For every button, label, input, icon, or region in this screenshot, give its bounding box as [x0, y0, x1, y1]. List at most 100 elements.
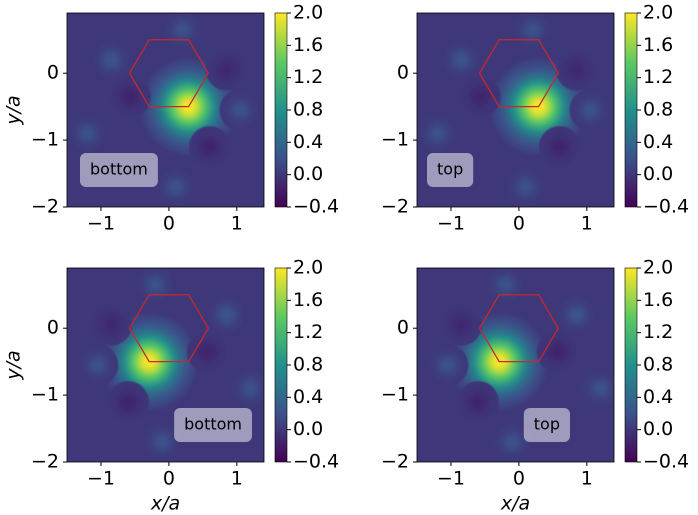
y-tick-label: −1 — [381, 384, 409, 406]
axes-frame — [416, 267, 615, 463]
y-tick-label: −1 — [381, 129, 409, 151]
lobe — [537, 125, 582, 169]
lobe — [578, 366, 614, 411]
annotation-box — [523, 408, 570, 442]
lobe — [439, 303, 483, 347]
lobe — [456, 380, 500, 424]
colorbar-tick-label: 0.4 — [293, 386, 323, 408]
annotation-box — [427, 153, 474, 187]
colorbar-tick-label: 2.0 — [643, 257, 673, 279]
x-axis-label: x/a — [500, 493, 530, 515]
lobe — [439, 38, 483, 82]
colorbar-tick-label: 0.0 — [293, 418, 323, 440]
colorbar-tick-label: 0.8 — [643, 99, 673, 121]
colorbar-tick-label: 2.0 — [293, 2, 323, 24]
axes-frame — [66, 12, 265, 208]
panel: −1 0 1 −2 −1 0 y/a bottom −0.4 0.0 0.4 0.8 1.2 1.6 2.0 — [3, 2, 340, 235]
colorbar-tick-label: 0.8 — [643, 354, 673, 376]
x-tick-label: 0 — [163, 213, 175, 235]
colorbar-tick-label: 0.4 — [643, 131, 673, 153]
colorbar-tick-label: 1.2 — [293, 66, 323, 88]
panel: −1 0 1 −2 −1 0 x/a y/a bottom −0.4 0.0 0.4 0.8 1.2 1.6… — [3, 257, 340, 515]
lobe — [185, 329, 230, 374]
y-axis-label: y/a — [3, 350, 25, 380]
colorbar-tick-label: 0.8 — [293, 99, 323, 121]
lobe — [490, 420, 534, 462]
lobe — [153, 165, 198, 207]
colorbar-tick-label: 1.2 — [293, 321, 323, 343]
annotation: bottom — [174, 408, 252, 442]
x-tick-label: 1 — [231, 213, 243, 235]
colorbar — [274, 267, 288, 463]
colorbar-tick-label: 0.4 — [643, 386, 673, 408]
colorbar-tick-label: 0.0 — [643, 418, 673, 440]
hexagon — [478, 39, 560, 108]
panel: −1 0 1 −2 −1 0 top −0.4 0.0 0.4 0.8 1.2 1.6 2.0 — [381, 2, 689, 235]
y-tick-label: −2 — [381, 451, 409, 473]
annotation: top — [427, 153, 474, 187]
y-tick-label: 0 — [397, 317, 409, 339]
annotation-text: top — [534, 415, 560, 434]
x-tick-label: −1 — [87, 468, 115, 490]
colorbar-tick-label: 0.8 — [293, 354, 323, 376]
y-tick-label: −1 — [31, 384, 59, 406]
y-tick-label: −2 — [381, 196, 409, 218]
colorbar-tick-label: −0.4 — [293, 196, 339, 218]
y-tick-label: −2 — [31, 451, 59, 473]
lobe — [187, 125, 232, 169]
lobe — [108, 74, 152, 119]
annotation-text: bottom — [184, 415, 242, 434]
lobe — [483, 268, 528, 307]
lobe — [554, 48, 599, 92]
colorbar-tick-label: 1.6 — [643, 34, 673, 56]
x-tick-label: −1 — [87, 213, 115, 235]
y-tick-label: 0 — [47, 62, 59, 84]
colorbar-tick-label: −0.4 — [643, 451, 689, 473]
panel: −1 0 1 −2 −1 0 x/a top −0.4 0.0 0.4 0.8 1.2 1.6 2.0 — [381, 257, 689, 515]
colorbar-tick-label: 1.6 — [293, 34, 323, 56]
lobe — [417, 111, 460, 156]
lobe — [228, 366, 264, 411]
annotation: bottom — [80, 153, 158, 187]
x-tick-label: −1 — [437, 213, 465, 235]
x-axis-label: x/a — [150, 493, 180, 515]
axes-frame — [66, 267, 265, 463]
colorbar-tick-label: 0.0 — [643, 163, 673, 185]
colorbar-tick-label: −0.4 — [643, 196, 689, 218]
lobe — [554, 293, 599, 337]
x-tick-label: 1 — [581, 213, 593, 235]
y-axis-label: y/a — [3, 95, 25, 125]
annotation-text: bottom — [90, 160, 148, 179]
hexagon — [128, 39, 210, 108]
x-tick-label: −1 — [437, 468, 465, 490]
colorbar-tick-label: 2.0 — [643, 2, 673, 24]
colorbar-tick-label: 2.0 — [293, 257, 323, 279]
lobe — [160, 13, 205, 52]
lobe — [67, 111, 110, 156]
colorbar-tick-label: 0.0 — [293, 163, 323, 185]
annotation: top — [523, 408, 570, 442]
lobe — [140, 420, 184, 462]
lobe — [425, 343, 470, 387]
lobe — [503, 165, 548, 207]
x-tick-label: 1 — [231, 468, 243, 490]
annotation-box — [174, 408, 252, 442]
x-tick-label: 0 — [163, 468, 175, 490]
colorbar-tick-label: 1.2 — [643, 321, 673, 343]
lobe — [75, 343, 120, 387]
y-tick-label: 0 — [397, 62, 409, 84]
hexagon — [128, 294, 210, 363]
lobe — [218, 88, 262, 132]
lobe — [510, 13, 555, 52]
lobe — [568, 88, 612, 132]
lobe — [106, 380, 150, 424]
annotation-text: top — [437, 160, 463, 179]
x-tick-label: 0 — [513, 213, 525, 235]
y-tick-label: −1 — [31, 129, 59, 151]
annotation-box — [80, 153, 158, 187]
colorbar-tick-label: 1.2 — [643, 66, 673, 88]
lobe — [89, 38, 133, 82]
y-tick-label: 0 — [47, 317, 59, 339]
lobe — [89, 303, 133, 347]
